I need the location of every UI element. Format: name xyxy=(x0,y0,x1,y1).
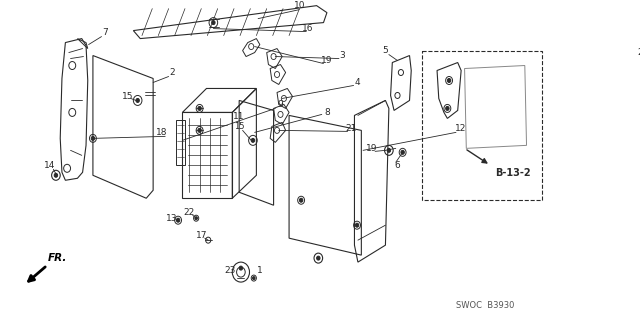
Text: 16: 16 xyxy=(302,24,314,33)
Circle shape xyxy=(317,256,320,260)
Text: 17: 17 xyxy=(196,231,208,240)
Text: 6: 6 xyxy=(395,161,401,170)
Circle shape xyxy=(195,217,198,220)
Circle shape xyxy=(401,150,404,154)
Circle shape xyxy=(447,78,451,83)
Circle shape xyxy=(198,107,202,110)
Text: 21: 21 xyxy=(346,124,356,133)
Circle shape xyxy=(54,173,58,177)
Circle shape xyxy=(387,148,390,152)
Circle shape xyxy=(198,128,202,132)
Circle shape xyxy=(177,218,180,222)
Text: 8: 8 xyxy=(324,108,330,117)
Circle shape xyxy=(445,107,449,110)
Text: 9: 9 xyxy=(278,100,284,109)
Text: 23: 23 xyxy=(224,266,236,275)
Text: 7: 7 xyxy=(102,28,108,37)
Text: B-13-2: B-13-2 xyxy=(495,168,531,178)
Circle shape xyxy=(239,266,243,270)
Text: 2: 2 xyxy=(169,68,175,77)
Text: 4: 4 xyxy=(354,78,360,87)
Bar xyxy=(422,50,542,200)
Circle shape xyxy=(252,138,255,142)
Text: 20: 20 xyxy=(638,48,640,57)
Text: 15: 15 xyxy=(234,122,244,131)
Text: 15: 15 xyxy=(122,92,133,101)
Text: 19: 19 xyxy=(366,144,378,153)
Text: 19: 19 xyxy=(321,56,333,65)
Text: 13: 13 xyxy=(166,214,178,223)
Circle shape xyxy=(212,21,215,25)
Text: FR.: FR. xyxy=(48,253,68,263)
Text: 11: 11 xyxy=(234,112,245,121)
Circle shape xyxy=(355,223,359,227)
Text: 14: 14 xyxy=(44,161,56,170)
Text: 5: 5 xyxy=(383,46,388,55)
Text: 22: 22 xyxy=(184,208,195,217)
Text: 3: 3 xyxy=(340,51,346,60)
Text: 1: 1 xyxy=(257,266,262,275)
Circle shape xyxy=(300,198,303,202)
Circle shape xyxy=(91,137,95,140)
Text: 12: 12 xyxy=(456,124,467,133)
Text: SWOC  B3930: SWOC B3930 xyxy=(456,300,515,309)
Text: 10: 10 xyxy=(294,1,305,10)
Circle shape xyxy=(136,99,140,102)
Circle shape xyxy=(253,277,255,279)
Text: 18: 18 xyxy=(156,128,168,137)
